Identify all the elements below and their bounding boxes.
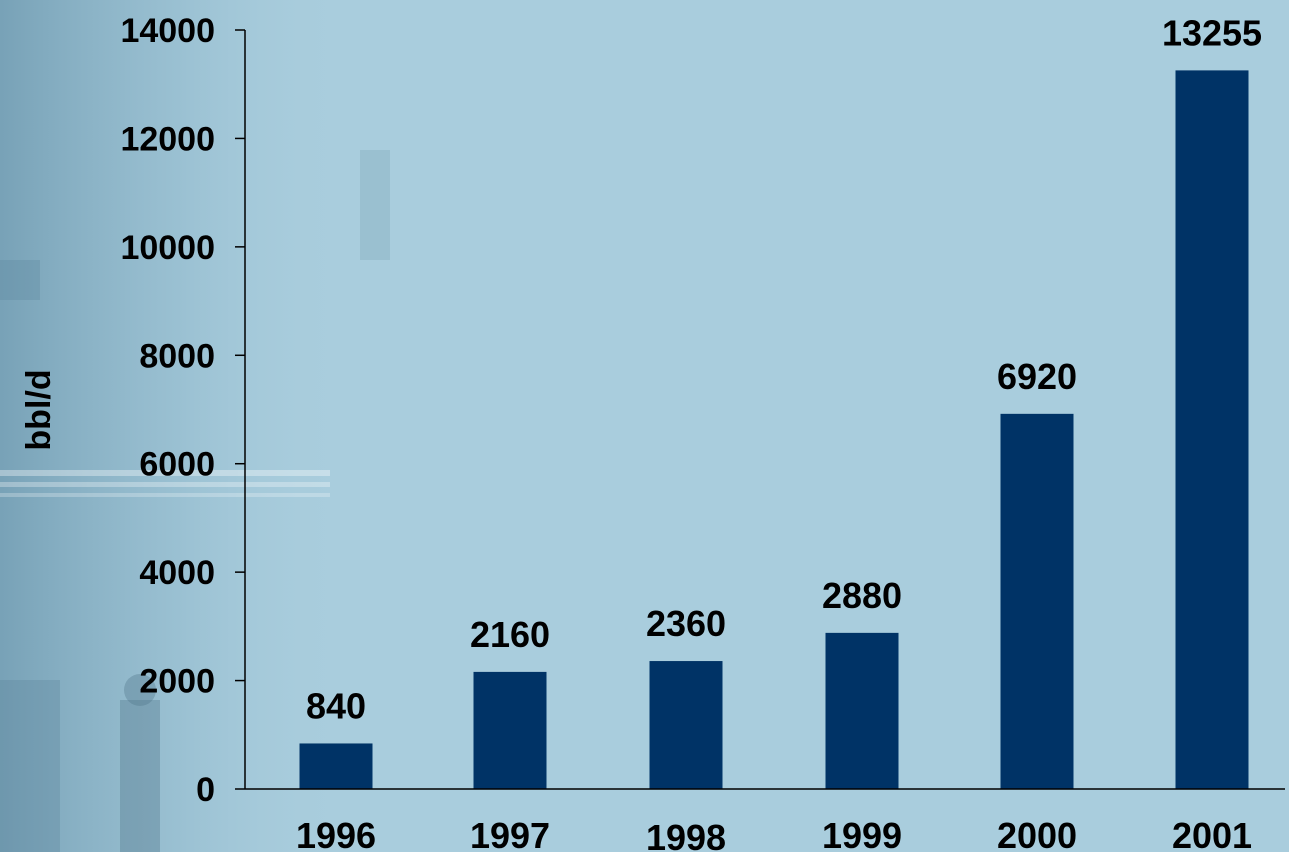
bar-1998 bbox=[649, 661, 723, 789]
y-tick-label: 2000 bbox=[139, 663, 215, 701]
data-label-2000: 6920 bbox=[997, 356, 1077, 397]
x-tick-label-2001: 2001 bbox=[1172, 815, 1252, 852]
bars-group bbox=[299, 70, 1249, 789]
y-tick-label: 10000 bbox=[120, 229, 215, 267]
y-tick-label: 12000 bbox=[120, 120, 215, 158]
x-tick-label-1997: 1997 bbox=[470, 815, 550, 852]
bar-2000 bbox=[1000, 413, 1074, 789]
data-label-1997: 2160 bbox=[470, 614, 550, 655]
x-axis-labels: 1996 1997 1998 1999 2000 2001 bbox=[296, 815, 1252, 852]
data-label-1998: 2360 bbox=[646, 603, 726, 644]
y-tick-label: 8000 bbox=[139, 337, 215, 375]
x-tick-label-1998: 1998 bbox=[646, 817, 726, 852]
data-labels-group: 840 2160 2360 2880 6920 13255 bbox=[306, 12, 1262, 726]
y-tick-label: 0 bbox=[196, 771, 215, 809]
x-tick-label-2000: 2000 bbox=[997, 815, 1077, 852]
bar-2001 bbox=[1175, 70, 1249, 789]
y-tick-label: 4000 bbox=[139, 554, 215, 592]
data-label-2001: 13255 bbox=[1162, 12, 1262, 53]
y-tick-label: 14000 bbox=[120, 12, 215, 50]
y-axis-ticks: 0 2000 4000 6000 8000 10000 12000 14000 bbox=[120, 12, 245, 809]
y-axis-label: bbl/d bbox=[20, 369, 58, 450]
y-tick-label: 6000 bbox=[139, 446, 215, 484]
data-label-1999: 2880 bbox=[822, 575, 902, 616]
x-tick-label-1996: 1996 bbox=[296, 815, 376, 852]
x-tick-label-1999: 1999 bbox=[822, 815, 902, 852]
data-label-1996: 840 bbox=[306, 685, 366, 726]
bar-1996 bbox=[299, 743, 373, 789]
bar-1997 bbox=[473, 671, 547, 789]
bar-1999 bbox=[825, 632, 899, 789]
